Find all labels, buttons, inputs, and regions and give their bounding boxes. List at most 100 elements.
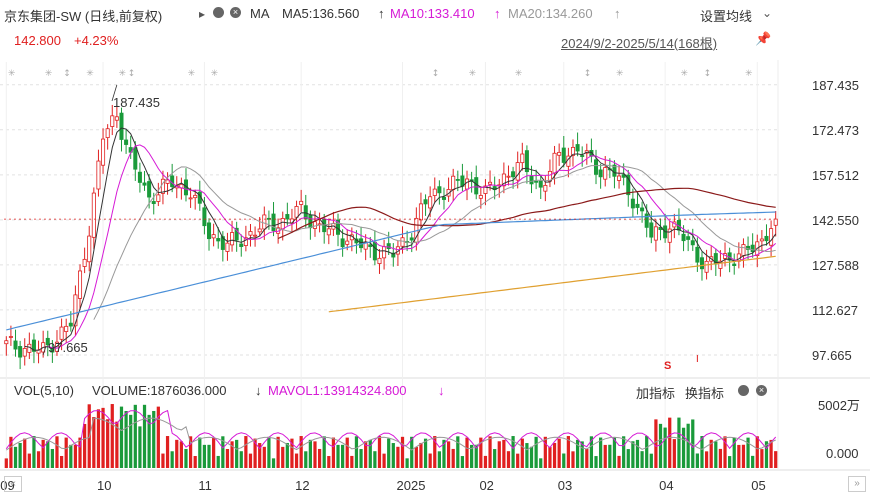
ma10-line (47, 144, 777, 349)
candle-body (345, 240, 350, 245)
volume-bar (612, 437, 617, 468)
volume-bar (709, 439, 713, 468)
candle-body (400, 237, 405, 247)
candle-body (630, 198, 635, 209)
volume-bar (317, 448, 322, 468)
y-tick-label: 127.588 (812, 258, 859, 273)
x-tick-label: 10 (97, 478, 111, 493)
candle-body (225, 242, 230, 252)
y-tick-label: 187.435 (812, 78, 859, 93)
low-pointer (42, 345, 47, 355)
volume-bar (645, 436, 649, 468)
volume-bar (677, 417, 681, 468)
volume-bar (267, 436, 271, 468)
candle-body (326, 228, 331, 236)
volume-bar (400, 436, 405, 468)
gear-icon[interactable] (213, 7, 224, 18)
ma20-arrow: ↑ (614, 6, 621, 21)
candle-body (114, 116, 119, 121)
ma120-line (6, 211, 776, 331)
candle-body (699, 257, 704, 270)
volume-bar (525, 443, 529, 468)
candle-body (428, 196, 433, 209)
mavol-arrow: ↓ (438, 383, 445, 398)
volume-bar (506, 451, 511, 468)
candle-body (612, 164, 617, 177)
volume-bar (106, 419, 110, 468)
price-change: +4.23% (74, 33, 119, 48)
add-indicator-button[interactable]: 加指标 (636, 386, 676, 401)
vol-value: VOLUME:1876036.000 (92, 383, 227, 398)
ma20-value: MA20:134.260 (508, 6, 593, 21)
close-icon[interactable]: × (230, 7, 241, 18)
volume-bar (341, 444, 345, 468)
volume-bar (589, 436, 594, 468)
volume-bar (55, 436, 59, 468)
vol-close-icon[interactable]: × (756, 385, 767, 396)
scroll-right-icon[interactable]: » (848, 476, 866, 492)
volume-bar (354, 436, 359, 468)
candle-body (193, 194, 198, 199)
candle-body (451, 175, 456, 191)
candle-body (340, 238, 345, 248)
stock-title: 京东集团-SW (日线,前复权) (4, 9, 163, 24)
volume-bar (156, 406, 160, 468)
volume-bar (184, 448, 188, 468)
event-marker-icon: ✳ (86, 69, 94, 79)
volume-bar (18, 442, 22, 468)
volume-bar (580, 441, 584, 468)
candle-body (243, 237, 248, 246)
expand-arrow-icon[interactable]: ▸ (199, 7, 206, 21)
candle-body (248, 231, 253, 236)
volume-bar (649, 453, 653, 468)
candle-body (557, 151, 562, 156)
signal-marker: S (664, 360, 672, 372)
volume-bar (534, 436, 538, 468)
candle-body (598, 169, 603, 178)
candle-body (538, 180, 543, 188)
vol-label: VOL(5,10) (14, 383, 74, 398)
volume-bar (368, 439, 372, 468)
volume-bar (110, 404, 114, 468)
candle-body (253, 234, 258, 237)
volume-bar (433, 436, 437, 468)
volume-bar (557, 438, 561, 468)
x-tick-label: 02 (479, 478, 493, 493)
volume-bar (92, 417, 96, 468)
candle-body (644, 213, 649, 228)
chevron-down-icon[interactable]: ⌄ (762, 6, 773, 20)
y-tick-label: 112.627 (812, 303, 858, 318)
volume-bar (493, 449, 497, 468)
volume-bar (451, 448, 455, 468)
candle-body (257, 228, 262, 233)
volume-bar (64, 437, 68, 468)
vol-gear-icon[interactable] (738, 385, 749, 396)
volume-bar (299, 436, 303, 468)
pin-icon[interactable]: 📌 (755, 31, 772, 46)
volume-bar (571, 451, 575, 468)
volume-bar (124, 411, 128, 468)
candle-body (617, 175, 622, 181)
volume-bar (516, 453, 520, 468)
event-marker-icon: ✳ (118, 69, 126, 79)
volume-bar (691, 419, 695, 468)
candle-body (391, 252, 396, 258)
candle-body (87, 235, 92, 263)
candle-body (488, 181, 493, 185)
volume-bar (737, 444, 741, 468)
volume-bar (640, 451, 644, 468)
volume-bar (668, 417, 672, 468)
volume-bar (460, 456, 465, 468)
switch-indicator-button[interactable]: 换指标 (685, 386, 725, 401)
candle-body (377, 257, 382, 264)
volume-bar (552, 442, 557, 468)
candle-body (73, 294, 78, 327)
volume-bar (193, 456, 197, 468)
volume-bar (686, 423, 690, 468)
volume-bar (175, 439, 179, 468)
candle-body (105, 128, 110, 138)
ma250-line (328, 255, 776, 313)
scroll-left-icon[interactable]: « (4, 476, 22, 492)
volume-bar (285, 442, 289, 468)
ma-settings-button[interactable]: 设置均线 (700, 9, 753, 24)
